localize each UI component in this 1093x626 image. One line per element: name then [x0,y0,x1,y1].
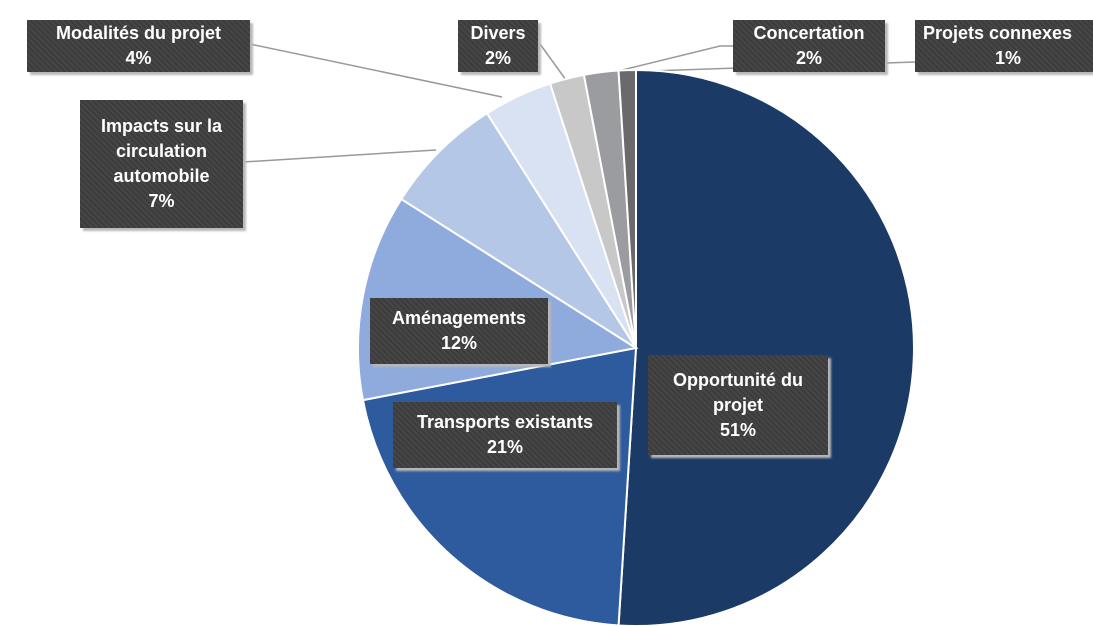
value-label: 21% [486,437,524,457]
value-label: 12% [440,333,478,353]
data-label: Impacts sur la circulation automobile 7% [80,100,243,228]
data-label: Transports existants 21% [393,402,617,468]
data-label: Concertation 2% [733,20,885,72]
leader-line [539,43,567,81]
value-label: 51% [719,419,757,440]
leader-line [597,45,733,77]
leader-line [249,43,503,98]
data-label: Opportunité du projet 51% [648,355,828,455]
category-label: Transports existants [416,412,594,432]
category-label: Impacts sur la circulation automobile [100,116,223,186]
category-label: Modalités du projet [55,23,221,43]
value-label: 7% [148,191,175,211]
leader-line [242,149,437,163]
pie-slice [617,68,637,349]
pie-slice [617,68,916,626]
category-label: Divers [470,23,526,43]
category-label: Aménagements [391,308,527,328]
data-label: Projets connexes 1% [915,20,1093,72]
data-label: Divers 2% [458,20,538,72]
category-label: Projets connexes [923,23,1073,43]
category-label: Opportunité du projet [673,369,803,415]
value-label: 4% [125,48,152,68]
category-label: Concertation [753,23,865,43]
pie-slice [399,111,637,349]
value-label: 2% [795,48,822,68]
value-label: 2% [484,48,511,68]
data-label: Aménagements 12% [370,298,548,364]
data-label: Modalités du projet 4% [27,20,250,72]
value-label: 1% [995,48,1022,68]
